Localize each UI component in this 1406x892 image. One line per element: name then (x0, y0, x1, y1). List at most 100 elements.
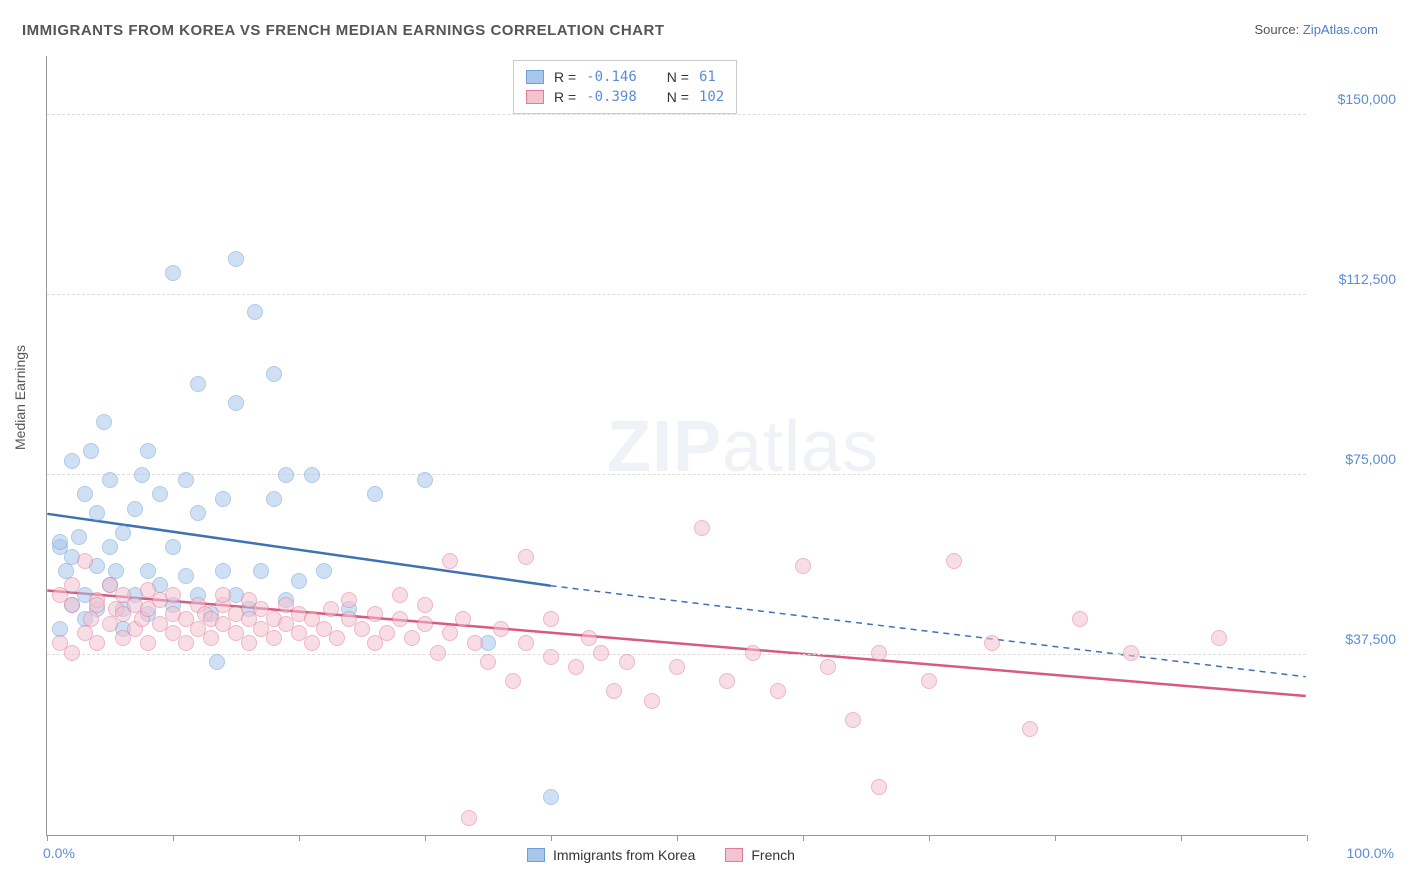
data-point-korea (247, 304, 263, 320)
data-point-korea (52, 534, 68, 550)
data-point-french (329, 630, 345, 646)
legend-item-korea: Immigrants from Korea (527, 847, 695, 863)
data-point-french (593, 645, 609, 661)
gridline-h (47, 114, 1306, 115)
data-point-korea (215, 563, 231, 579)
data-point-korea (140, 563, 156, 579)
data-point-french (871, 645, 887, 661)
data-point-korea (209, 654, 225, 670)
y-tick-label: $150,000 (1316, 91, 1396, 107)
x-tick-mark (173, 835, 174, 841)
legend-R-value: -0.398 (586, 87, 637, 107)
data-point-french (820, 659, 836, 675)
data-point-korea (102, 539, 118, 555)
data-point-french (442, 553, 458, 569)
data-point-french (266, 630, 282, 646)
data-point-korea (165, 265, 181, 281)
data-point-korea (178, 472, 194, 488)
data-point-korea (253, 563, 269, 579)
data-point-korea (291, 573, 307, 589)
data-point-french (392, 611, 408, 627)
data-point-french (367, 606, 383, 622)
data-point-french (543, 649, 559, 665)
data-point-french (921, 673, 937, 689)
data-point-korea (215, 491, 231, 507)
data-point-korea (89, 505, 105, 521)
legend-N-value: 61 (699, 67, 716, 87)
data-point-french (518, 635, 534, 651)
data-point-korea (543, 789, 559, 805)
correlation-legend: R =-0.146N =61R =-0.398N =102 (513, 60, 737, 114)
x-axis-min-label: 0.0% (43, 845, 75, 861)
data-point-korea (228, 395, 244, 411)
watermark-rest: atlas (722, 407, 879, 487)
series-legend: Immigrants from Korea French (527, 847, 795, 863)
y-tick-label: $37,500 (1316, 631, 1396, 647)
chart-title: IMMIGRANTS FROM KOREA VS FRENCH MEDIAN E… (22, 22, 665, 39)
x-tick-mark (551, 835, 552, 841)
legend-R-label: R = (554, 67, 576, 87)
legend-N-label: N = (667, 87, 689, 107)
swatch-icon (526, 90, 544, 104)
data-point-korea (64, 453, 80, 469)
data-point-korea (71, 529, 87, 545)
x-tick-mark (47, 835, 48, 841)
data-point-french (518, 549, 534, 565)
data-point-french (89, 635, 105, 651)
data-point-french (341, 592, 357, 608)
x-tick-mark (677, 835, 678, 841)
data-point-french (1072, 611, 1088, 627)
x-tick-mark (425, 835, 426, 841)
data-point-french (417, 616, 433, 632)
data-point-french (89, 597, 105, 613)
data-point-korea (190, 376, 206, 392)
swatch-icon (527, 848, 545, 862)
data-point-french (64, 645, 80, 661)
data-point-korea (178, 568, 194, 584)
data-point-french (984, 635, 1000, 651)
data-point-korea (102, 472, 118, 488)
gridline-h (47, 654, 1306, 655)
legend-row-french: R =-0.398N =102 (526, 87, 724, 107)
watermark: ZIPatlas (607, 406, 879, 488)
data-point-french (1123, 645, 1139, 661)
watermark-bold: ZIP (607, 407, 722, 487)
data-point-korea (266, 366, 282, 382)
x-axis-max-label: 100.0% (1347, 845, 1394, 861)
data-point-french (165, 587, 181, 603)
y-tick-label: $112,500 (1316, 271, 1396, 287)
data-point-french (493, 621, 509, 637)
legend-N-label: N = (667, 67, 689, 87)
x-tick-mark (299, 835, 300, 841)
legend-row-korea: R =-0.146N =61 (526, 67, 724, 87)
data-point-french (1211, 630, 1227, 646)
data-point-french (745, 645, 761, 661)
data-point-french (871, 779, 887, 795)
x-tick-mark (1307, 835, 1308, 841)
data-point-korea (134, 467, 150, 483)
data-point-korea (417, 472, 433, 488)
source-link[interactable]: ZipAtlas.com (1303, 22, 1378, 37)
data-point-korea (304, 467, 320, 483)
data-point-french (480, 654, 496, 670)
data-point-french (543, 611, 559, 627)
y-tick-label: $75,000 (1316, 451, 1396, 467)
trend-lines (47, 56, 1306, 835)
data-point-french (178, 635, 194, 651)
data-point-french (795, 558, 811, 574)
data-point-french (946, 553, 962, 569)
legend-item-french: French (725, 847, 795, 863)
swatch-icon (725, 848, 743, 862)
data-point-korea (278, 467, 294, 483)
data-point-korea (140, 443, 156, 459)
gridline-h (47, 474, 1306, 475)
data-point-korea (367, 486, 383, 502)
legend-R-label: R = (554, 87, 576, 107)
data-point-french (719, 673, 735, 689)
data-point-korea (228, 251, 244, 267)
data-point-french (619, 654, 635, 670)
source-prefix: Source: (1254, 22, 1302, 37)
y-axis-label: Median Earnings (12, 345, 28, 450)
data-point-french (581, 630, 597, 646)
data-point-french (644, 693, 660, 709)
